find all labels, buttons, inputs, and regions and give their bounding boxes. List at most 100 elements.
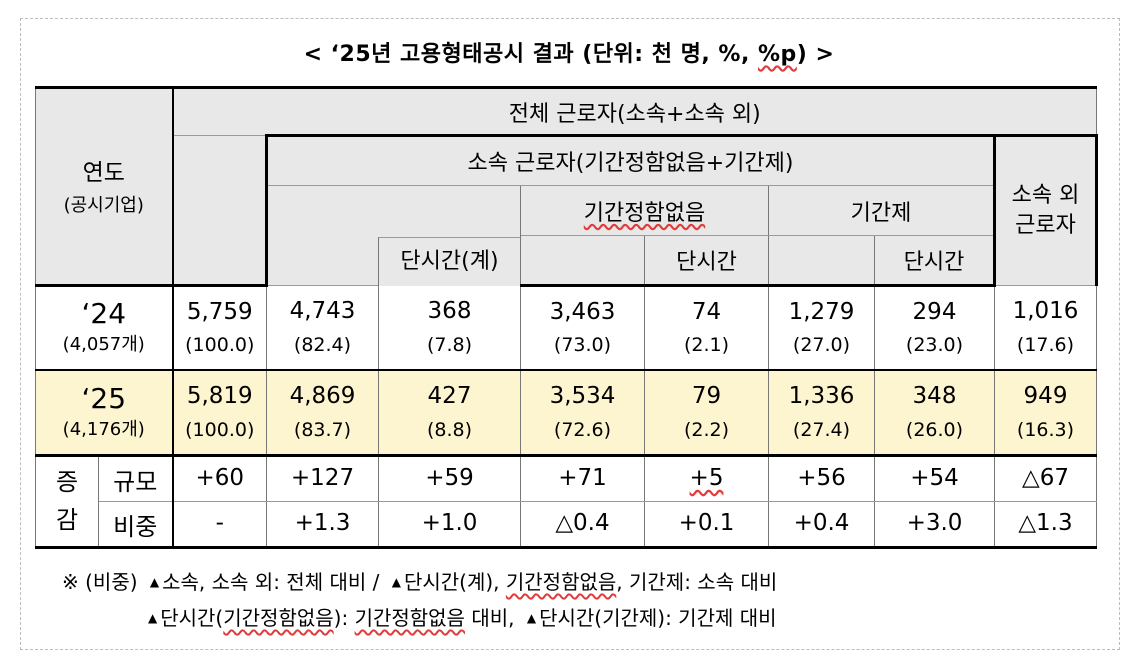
- cell: +56: [768, 454, 875, 502]
- triangle-icon: ▲: [149, 575, 160, 589]
- total-workers-label: 전체 근로자(소속+소속 외): [508, 101, 761, 127]
- cell: +60: [171, 454, 267, 502]
- cell: 368 (7.8): [378, 285, 521, 370]
- cell: +5: [644, 454, 769, 502]
- cell: 949 (16.3): [994, 368, 1097, 456]
- title-unit-pp: %p: [757, 42, 797, 67]
- year-sub-label: (공시기업): [63, 194, 144, 216]
- affiliated-workers-label: 소속 근로자(기간정함없음+기간제): [467, 151, 794, 176]
- share: (26.0): [905, 418, 964, 441]
- value: 294: [912, 298, 957, 325]
- total-col-header: [171, 135, 267, 286]
- value: 3,534: [549, 383, 616, 410]
- value: 4,869: [289, 383, 356, 410]
- cell: 74 (2.1): [644, 285, 769, 370]
- cell: △1.3: [994, 501, 1097, 549]
- cell: -: [171, 501, 267, 549]
- note-text: 소속, 소속 외: 전체 대비 /: [162, 570, 380, 594]
- note-mark: ※ (비중): [62, 570, 138, 594]
- fixed-term-label: 기간제: [850, 200, 912, 226]
- cell: +0.4: [768, 501, 875, 549]
- cell: △67: [994, 454, 1097, 502]
- ratio-label: 비중: [98, 501, 173, 549]
- note-text: 단시간(기간제): 기간제 대비: [539, 606, 777, 630]
- part-time-total-label: 단시간(계): [400, 249, 499, 274]
- cell: △0.4: [520, 501, 645, 549]
- indefinite-total-col: [520, 235, 645, 287]
- indefinite-label: 기간정함없음: [583, 200, 706, 226]
- triangle-icon: ▲: [391, 575, 401, 589]
- non-affiliated-line1: 소속 외: [1011, 183, 1080, 209]
- note-line-2: ▲ 단시간(기간정함없음): 기간정함없음 대비, ▲ 단시간(기간제): 기간제 …: [142, 602, 777, 631]
- share: (17.6): [1016, 333, 1075, 356]
- share: (82.4): [293, 333, 352, 356]
- table-row-change-ratio: 비중 - +1.3 +1.0 △0.4 +0.1 +0.4 +3.0 △1.3: [36, 501, 1097, 549]
- table-title: < ‘25년 고용형태공시 결과 (단위: 천 명, %, %p) >: [0, 36, 1138, 68]
- change-label-bottom: 감: [55, 505, 79, 534]
- cell: 348 (26.0): [874, 368, 995, 456]
- employment-table: 연도 (공시기업) 전체 근로자(소속+소속 외) 소속 근로자(기간정함없음+…: [35, 86, 1098, 549]
- cell: +71: [520, 454, 645, 502]
- year-label: 연도: [82, 160, 125, 187]
- note-text: 대비,: [464, 606, 515, 630]
- note-text: ):: [333, 606, 355, 630]
- share: (2.2): [683, 418, 730, 441]
- share: (83.7): [293, 418, 352, 441]
- part-time-indef-header: 단시간: [644, 235, 769, 287]
- affiliated-workers-header: 소속 근로자(기간정함없음+기간제): [265, 134, 995, 186]
- cell: 1,016 (17.6): [994, 285, 1097, 370]
- company-count: (4,176개): [62, 418, 145, 440]
- year-cell-2024: ‘24 (4,057개): [35, 284, 173, 370]
- share: (2.1): [683, 334, 730, 357]
- change-label-top: 증: [55, 468, 79, 497]
- year-value: ‘24: [81, 297, 127, 331]
- cell: 79 (2.2): [644, 368, 769, 456]
- cell: 294 (23.0): [874, 285, 995, 370]
- triangle-icon: ▲: [148, 611, 158, 625]
- note-text: 기간정함없음: [354, 606, 465, 630]
- share: (72.6): [553, 418, 612, 441]
- cell: +3.0: [874, 501, 995, 549]
- cell: 5,819 (100.0): [171, 368, 267, 456]
- share: (16.3): [1016, 418, 1075, 441]
- cell: 1,336 (27.4): [768, 368, 875, 456]
- value: 368: [427, 298, 472, 325]
- share: (27.0): [792, 334, 851, 357]
- document-frame: [20, 18, 1120, 650]
- part-time-total-header: 단시간(계): [378, 237, 520, 286]
- cell: 4,869 (83.7): [266, 368, 379, 456]
- title-suffix: ) >: [796, 42, 835, 67]
- value: 79: [691, 383, 722, 410]
- note-text: 기간정함없음: [223, 606, 334, 630]
- cell: 1,279 (27.0): [768, 285, 875, 370]
- part-time-indef-label: 단시간: [676, 250, 737, 275]
- note-text: 단시간(계),: [403, 570, 506, 594]
- value: 348: [912, 383, 957, 410]
- year-value: ‘25: [81, 381, 127, 415]
- share: (7.8): [426, 333, 473, 356]
- part-time-fixed-label: 단시간: [903, 250, 965, 275]
- total-workers-header: 전체 근로자(소속+소속 외): [171, 86, 1097, 136]
- company-count: (4,057개): [62, 334, 145, 356]
- value: 74: [691, 298, 722, 325]
- value: 3,463: [549, 298, 616, 325]
- cell: 427 (8.8): [378, 368, 521, 456]
- change-label: 증 감: [35, 454, 99, 549]
- share: (100.0): [185, 418, 255, 441]
- indefinite-header: 기간정함없음: [520, 185, 769, 236]
- value: 1,279: [788, 298, 855, 325]
- cell: 4,743 (82.4): [266, 285, 379, 370]
- share: (100.0): [185, 334, 255, 357]
- value: 427: [427, 383, 472, 410]
- cell: +127: [266, 454, 379, 502]
- fixed-total-col: [768, 235, 875, 287]
- year-header: 연도 (공시기업): [35, 86, 173, 286]
- cell: 5,759 (100.0): [171, 284, 267, 370]
- share: (23.0): [905, 334, 964, 357]
- value: 949: [1023, 383, 1068, 410]
- part-time-fixed-header: 단시간: [874, 235, 995, 287]
- note-text: 기간정함없음: [505, 570, 617, 594]
- scale-label: 규모: [98, 454, 173, 502]
- value: 1,016: [1012, 298, 1079, 325]
- note-line-1: ※ (비중) ▲ 소속, 소속 외: 전체 대비 / ▲ 단시간(계), 기간정함없…: [62, 566, 777, 595]
